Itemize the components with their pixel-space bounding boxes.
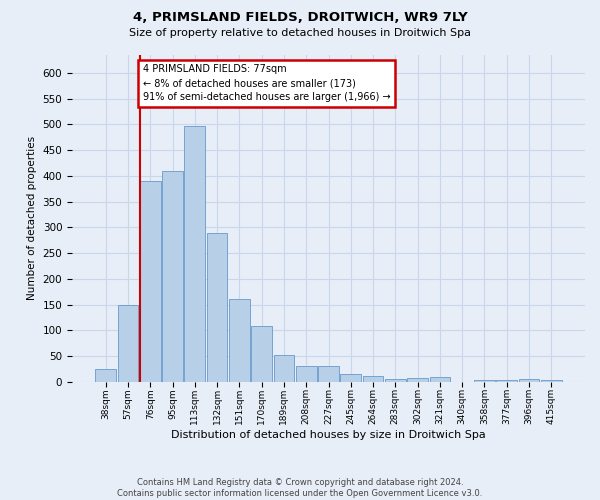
Bar [496,380,517,382]
Text: 4, PRIMSLAND FIELDS, DROITWICH, WR9 7LY: 4, PRIMSLAND FIELDS, DROITWICH, WR9 7LY [133,11,467,24]
X-axis label: Distribution of detached houses by size in Droitwich Spa: Distribution of detached houses by size … [171,430,486,440]
Bar [318,366,339,382]
Bar [518,379,539,382]
Bar [274,354,295,382]
Text: Contains HM Land Registry data © Crown copyright and database right 2024.
Contai: Contains HM Land Registry data © Crown c… [118,478,482,498]
Bar [184,126,205,382]
Bar [296,366,317,382]
Bar [385,379,406,382]
Bar [340,374,361,382]
Y-axis label: Number of detached properties: Number of detached properties [27,136,37,300]
Bar [207,232,227,382]
Bar [430,376,450,382]
Bar [251,326,272,382]
Bar [541,380,562,382]
Bar [118,304,139,382]
Bar [474,380,495,382]
Text: Size of property relative to detached houses in Droitwich Spa: Size of property relative to detached ho… [129,28,471,38]
Text: 4 PRIMSLAND FIELDS: 77sqm
← 8% of detached houses are smaller (173)
91% of semi-: 4 PRIMSLAND FIELDS: 77sqm ← 8% of detach… [143,64,390,102]
Bar [140,181,161,382]
Bar [407,378,428,382]
Bar [95,369,116,382]
Bar [229,300,250,382]
Bar [162,171,183,382]
Bar [363,376,383,382]
